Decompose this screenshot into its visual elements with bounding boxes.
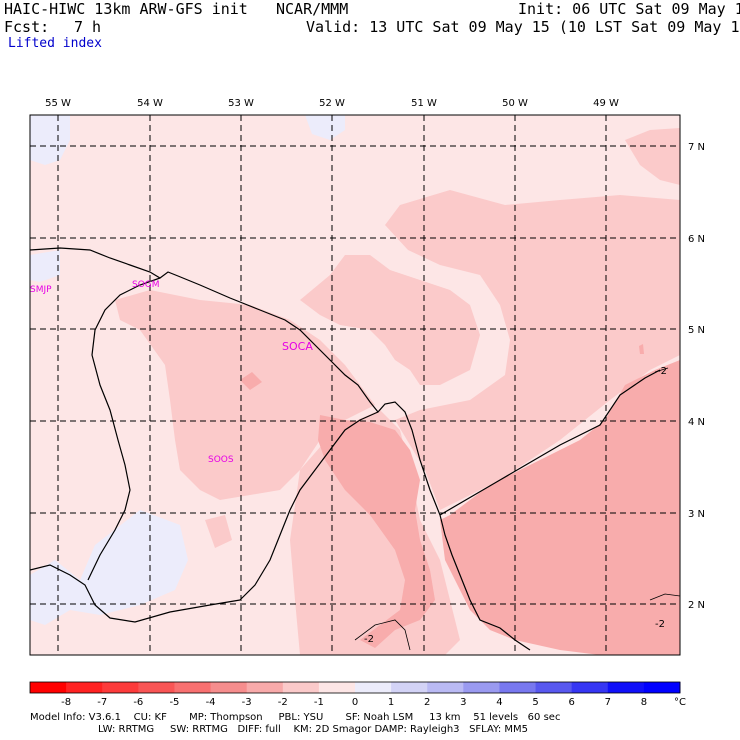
color-scale-swatch [535,682,573,693]
color-scale-bar [29,681,681,694]
color-scale-swatch [138,682,175,693]
lon-label: 49 W [593,98,619,109]
color-scale-tick-label: -7 [97,697,107,708]
lat-labels: 7 N 6 N 5 N 4 N 3 N 2 N [688,142,705,611]
station-label-soca: SOCA [282,340,313,353]
fill-neg3-small-central [240,372,262,390]
station-label-smjp: SMJP [30,285,52,295]
fill-neg2-ne [625,128,680,185]
lat-label: 5 N [688,325,705,336]
color-scale-tick-label: 6 [568,697,574,708]
color-scale-tick-label: -1 [314,697,324,708]
model-info-line1: Model Info: V3.6.1 CU: KF MP: Thompson P… [30,712,561,723]
contour-value-labels: -2 -2 -2 [364,366,667,645]
map-frame [29,114,681,656]
lon-label: 51 W [411,98,437,109]
color-scale-tick-label: -8 [61,697,71,708]
fill-neg3-southeast [440,360,680,655]
fill-pos1-nw [30,115,70,165]
color-scale-swatch [30,682,67,693]
map-fill [30,115,680,655]
color-scale-swatch [607,682,645,693]
lat-label: 2 N [688,600,705,611]
color-scale-swatch [66,682,103,693]
fill-pos1-north [305,115,345,140]
color-scale-tick-label: -5 [169,697,179,708]
fill-neg2-blob-sw [205,515,232,548]
fill-neg3-south [318,415,435,648]
lon-label: 52 W [319,98,345,109]
color-scale-tick-label: -3 [242,697,252,708]
contour-label: -2 [657,366,667,377]
field-name: Lifted index [8,36,102,51]
coastline [30,247,661,651]
color-scale-tick-label: 0 [352,697,358,708]
lon-labels: 55 W 54 W 53 W 52 W 51 W 50 W 49 W [45,98,619,109]
color-scale-swatch [499,682,537,693]
color-scale-outline [29,681,681,694]
color-scale-swatch [427,682,464,693]
contour-lines [354,367,680,651]
color-scale-swatch [102,682,139,693]
station-label-soos: SOOS [208,455,234,465]
color-scale-tick-label: -2 [278,697,288,708]
color-scale-swatch [210,682,248,693]
color-scale-swatch [174,682,212,693]
color-scale-swatch [643,682,681,693]
color-scale-swatch [355,682,392,693]
color-scale-tick-label: -6 [133,697,143,708]
color-scale-tick-label: -4 [206,697,216,708]
lat-label: 6 N [688,234,705,245]
contour-label: -2 [364,634,374,645]
station-labels: SMJP SOGM SOCA SOOS [30,280,313,465]
fill-pos1-sw [30,510,188,625]
fill-neg2-central-north [300,255,480,385]
lon-label: 55 W [45,98,71,109]
color-scale-ticks: -8 -7 -6 -5 -4 -3 -2 -1 0 1 2 3 4 5 6 7 8 [61,697,647,708]
lat-label: 7 N [688,142,705,153]
color-scale-swatch [571,682,609,693]
fcst-label: Fcst: [4,18,50,36]
color-scale-swatch [282,682,320,693]
color-scale-swatch [391,682,428,693]
lat-label: 3 N [688,509,705,520]
model-title: HAIC-HIWC 13km ARW-GFS init [4,0,248,18]
color-scale-swatch [463,682,500,693]
lat-label: 4 N [688,417,705,428]
color-scale-tick-label: 5 [532,697,538,708]
color-scale-swatch [318,682,356,693]
fill-neg3-small-ne [639,344,644,354]
color-scale-tick-label: 3 [460,697,466,708]
station-label-sogm: SOGM [132,280,160,290]
fill-neg2-central [115,290,375,500]
color-scale-tick-label: 1 [388,697,394,708]
color-scale-unit: °C [674,697,686,708]
model-info-line2: LW: RRTMG SW: RRTMG DIFF: full KM: 2D Sm… [98,724,528,735]
center-label: NCAR/MMM [276,0,349,18]
init-time: Init: 06 UTC Sat 09 May 15 [518,0,740,18]
color-scale-swatch [246,682,284,693]
fill-pos1-west [30,250,60,282]
contour-label: -2 [655,619,665,630]
color-scale-tick-label: 2 [424,697,430,708]
fcst-value: 7 h [74,18,102,36]
lon-label: 50 W [502,98,528,109]
lon-label: 54 W [137,98,163,109]
lon-label: 53 W [228,98,254,109]
lat-lon-grid [30,115,680,655]
color-scale-tick-label: 8 [641,697,647,708]
valid-time: Valid: 13 UTC Sat 09 May 15 (10 LST Sat … [306,18,740,36]
color-scale-tick-label: 4 [496,697,502,708]
color-scale-tick-label: 7 [605,697,611,708]
